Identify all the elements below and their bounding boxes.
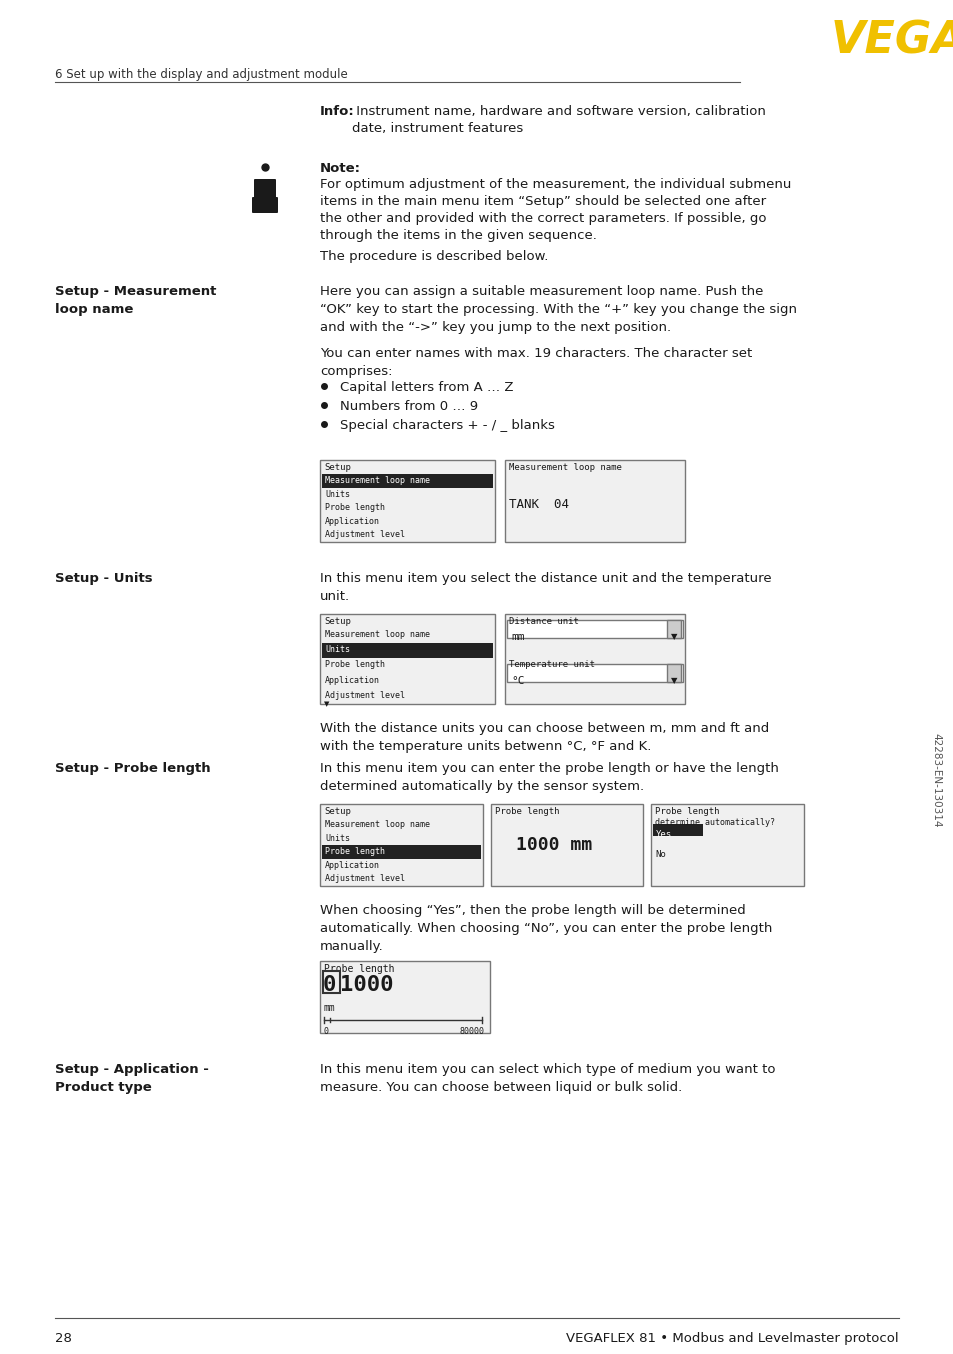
Text: In this menu item you can select which type of medium you want to
measure. You c: In this menu item you can select which t… (319, 1063, 775, 1094)
Text: ▼: ▼ (670, 632, 677, 640)
Text: TANK  04: TANK 04 (509, 498, 568, 510)
Bar (504, 613, 684, 704)
Text: mm: mm (511, 632, 524, 642)
Text: 42283-EN-130314: 42283-EN-130314 (930, 733, 940, 827)
Text: ▼: ▼ (324, 701, 329, 707)
Text: Capital letters from A … Z: Capital letters from A … Z (339, 380, 513, 394)
FancyBboxPatch shape (253, 179, 275, 203)
Bar (322, 474, 493, 487)
Text: Probe length: Probe length (655, 807, 719, 816)
Text: Units: Units (325, 646, 350, 654)
Text: Info:: Info: (319, 106, 355, 118)
Text: Setup: Setup (324, 463, 351, 473)
Text: Distance unit: Distance unit (509, 617, 578, 626)
Bar (666, 620, 680, 638)
Text: °C: °C (511, 676, 524, 686)
Text: The procedure is described below.: The procedure is described below. (319, 250, 548, 263)
Bar (666, 663, 680, 682)
Text: Application: Application (325, 676, 379, 685)
Text: Setup: Setup (324, 617, 351, 626)
FancyBboxPatch shape (252, 196, 277, 213)
Bar (319, 613, 495, 704)
Text: 80000: 80000 (459, 1026, 484, 1036)
Text: VEGAFLEX 81 • Modbus and Levelmaster protocol: VEGAFLEX 81 • Modbus and Levelmaster pro… (566, 1332, 898, 1345)
Bar (506, 620, 682, 638)
Text: Yes: Yes (656, 830, 672, 839)
Text: 0: 0 (323, 975, 336, 995)
Bar (506, 663, 682, 682)
Text: With the distance units you can choose between m, mm and ft and
with the tempera: With the distance units you can choose b… (319, 722, 768, 753)
Text: Instrument name, hardware and software version, calibration
date, instrument fea: Instrument name, hardware and software v… (352, 106, 765, 135)
Text: In this menu item you select the distance unit and the temperature
unit.: In this menu item you select the distanc… (319, 571, 771, 603)
Text: Application: Application (325, 517, 379, 525)
Text: Measurement loop name: Measurement loop name (325, 477, 430, 485)
Text: Setup - Measurement
loop name: Setup - Measurement loop name (55, 284, 216, 315)
Text: Probe length: Probe length (324, 964, 395, 974)
Text: Adjustment level: Adjustment level (325, 691, 405, 700)
Text: 1000: 1000 (339, 975, 393, 995)
Text: Measurement loop name: Measurement loop name (325, 821, 430, 829)
Text: Probe length: Probe length (495, 807, 558, 816)
Text: For optimum adjustment of the measurement, the individual submenu
items in the m: For optimum adjustment of the measuremen… (319, 177, 791, 242)
Text: Application: Application (325, 861, 379, 869)
Text: 1000 mm: 1000 mm (516, 835, 592, 854)
Text: VEGA: VEGA (830, 20, 953, 64)
Bar (319, 804, 482, 886)
Text: When choosing “Yes”, then the probe length will be determined
automatically. Whe: When choosing “Yes”, then the probe leng… (319, 904, 772, 953)
Text: 6 Set up with the display and adjustment module: 6 Set up with the display and adjustment… (55, 68, 348, 81)
Text: Here you can assign a suitable measurement loop name. Push the
“OK” key to start: Here you can assign a suitable measureme… (319, 284, 796, 334)
Text: Adjustment level: Adjustment level (325, 875, 405, 883)
Bar (652, 825, 702, 835)
Text: Probe length: Probe length (325, 848, 385, 856)
Text: In this menu item you can enter the probe length or have the length
determined a: In this menu item you can enter the prob… (319, 762, 778, 793)
Text: mm: mm (324, 1003, 335, 1013)
Text: 28: 28 (55, 1332, 71, 1345)
Bar (319, 961, 490, 1033)
Text: Adjustment level: Adjustment level (325, 531, 405, 539)
Text: Numbers from 0 … 9: Numbers from 0 … 9 (339, 399, 477, 413)
Text: No: No (655, 850, 665, 858)
Text: ▼: ▼ (670, 676, 677, 685)
Bar (504, 460, 684, 542)
Text: Setup: Setup (324, 807, 351, 816)
Text: 0: 0 (324, 1026, 329, 1036)
Bar (319, 460, 495, 542)
Text: Special characters + - / _ blanks: Special characters + - / _ blanks (339, 418, 555, 432)
Text: You can enter names with max. 19 characters. The character set
comprises:: You can enter names with max. 19 charact… (319, 347, 752, 378)
Text: Units: Units (325, 490, 350, 498)
Text: Setup - Application -
Product type: Setup - Application - Product type (55, 1063, 209, 1094)
Bar (322, 643, 493, 658)
Bar (491, 804, 642, 886)
Text: Setup - Probe length: Setup - Probe length (55, 762, 211, 774)
Text: Probe length: Probe length (325, 661, 385, 669)
Text: Measurement loop name: Measurement loop name (325, 630, 430, 639)
Text: Units: Units (325, 834, 350, 842)
Bar (323, 971, 339, 992)
Text: Setup - Units: Setup - Units (55, 571, 152, 585)
Text: determine automatically?: determine automatically? (655, 818, 774, 827)
Text: Probe length: Probe length (325, 504, 385, 512)
Bar (650, 804, 803, 886)
Text: Note:: Note: (319, 162, 360, 175)
Text: Temperature unit: Temperature unit (509, 659, 595, 669)
Text: Measurement loop name: Measurement loop name (509, 463, 621, 473)
Bar (322, 845, 480, 858)
